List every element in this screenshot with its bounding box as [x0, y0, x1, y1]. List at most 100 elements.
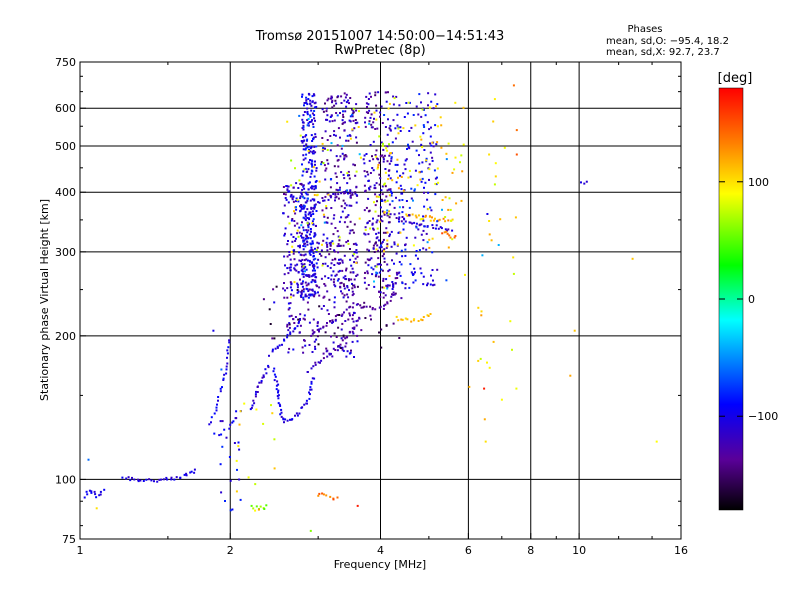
data-point	[386, 286, 389, 288]
data-point	[127, 476, 130, 479]
data-point	[344, 96, 347, 99]
data-point	[279, 413, 282, 416]
data-point	[386, 189, 389, 192]
data-point	[314, 151, 317, 154]
data-point	[319, 327, 322, 330]
data-point	[398, 216, 401, 219]
data-point	[333, 278, 336, 281]
data-point	[372, 227, 375, 230]
data-point	[288, 323, 291, 326]
data-point	[307, 274, 310, 277]
data-point	[410, 197, 413, 200]
data-point	[121, 476, 124, 479]
data-point	[283, 296, 286, 299]
data-point	[315, 145, 318, 148]
data-point	[314, 119, 316, 122]
data-point	[334, 227, 337, 229]
data-point	[384, 126, 387, 128]
data-point	[300, 260, 302, 262]
data-point	[391, 293, 393, 296]
data-point	[367, 233, 370, 236]
data-point	[341, 152, 344, 155]
data-point	[405, 158, 408, 161]
data-point	[351, 317, 354, 320]
data-point	[345, 93, 348, 96]
data-point	[86, 493, 89, 496]
data-point	[312, 218, 315, 221]
data-point	[388, 268, 391, 271]
data-point	[352, 320, 355, 323]
data-point	[315, 249, 318, 252]
data-point	[388, 275, 391, 277]
data-point	[367, 173, 370, 176]
data-point	[311, 288, 314, 291]
data-point	[363, 232, 366, 235]
data-point	[299, 209, 302, 212]
data-point	[193, 468, 196, 471]
data-point	[448, 234, 451, 237]
data-point	[363, 184, 366, 187]
data-point	[434, 193, 437, 196]
data-point	[424, 214, 427, 217]
data-point	[289, 281, 292, 284]
data-point	[434, 217, 436, 220]
data-point	[310, 382, 313, 385]
data-point	[353, 127, 356, 130]
data-point	[305, 143, 308, 146]
data-point	[388, 169, 391, 172]
data-point	[229, 479, 232, 482]
data-point	[292, 252, 295, 255]
data-point	[301, 95, 303, 98]
data-point	[432, 284, 434, 287]
data-point	[380, 244, 382, 247]
data-point	[417, 257, 419, 260]
data-point	[351, 254, 354, 257]
data-point	[364, 317, 367, 319]
data-point	[334, 196, 337, 199]
data-point	[311, 95, 314, 98]
data-point	[283, 204, 286, 207]
data-point	[391, 288, 394, 290]
data-point	[312, 93, 315, 96]
data-point	[422, 215, 425, 218]
data-point	[380, 189, 383, 192]
data-point	[235, 417, 238, 420]
data-point	[303, 111, 306, 113]
data-point	[306, 235, 308, 238]
data-point	[342, 173, 345, 176]
data-point	[103, 488, 106, 491]
data-point	[351, 115, 354, 118]
data-point	[343, 207, 346, 210]
data-point	[334, 193, 337, 196]
data-point	[338, 245, 341, 247]
data-point	[356, 285, 359, 288]
data-point	[293, 258, 296, 261]
data-point	[343, 221, 346, 224]
data-point	[336, 182, 339, 185]
data-point	[355, 320, 358, 323]
data-point	[316, 266, 319, 269]
data-point	[271, 412, 274, 415]
data-point	[368, 220, 371, 222]
data-point	[352, 271, 355, 274]
data-point	[368, 187, 370, 190]
data-point	[366, 106, 368, 108]
data-point	[208, 423, 211, 426]
data-point	[347, 296, 350, 299]
data-point	[292, 186, 295, 189]
data-point	[293, 224, 296, 227]
data-point	[364, 233, 367, 236]
data-point	[378, 173, 381, 176]
data-point	[303, 318, 306, 321]
data-point	[385, 91, 387, 94]
data-point	[343, 285, 346, 287]
data-point	[512, 272, 515, 275]
data-point	[351, 327, 354, 330]
data-point	[395, 252, 398, 255]
data-point	[334, 319, 337, 322]
data-point	[372, 247, 375, 250]
data-point	[379, 263, 382, 266]
data-point	[304, 147, 307, 150]
data-point	[317, 343, 320, 346]
